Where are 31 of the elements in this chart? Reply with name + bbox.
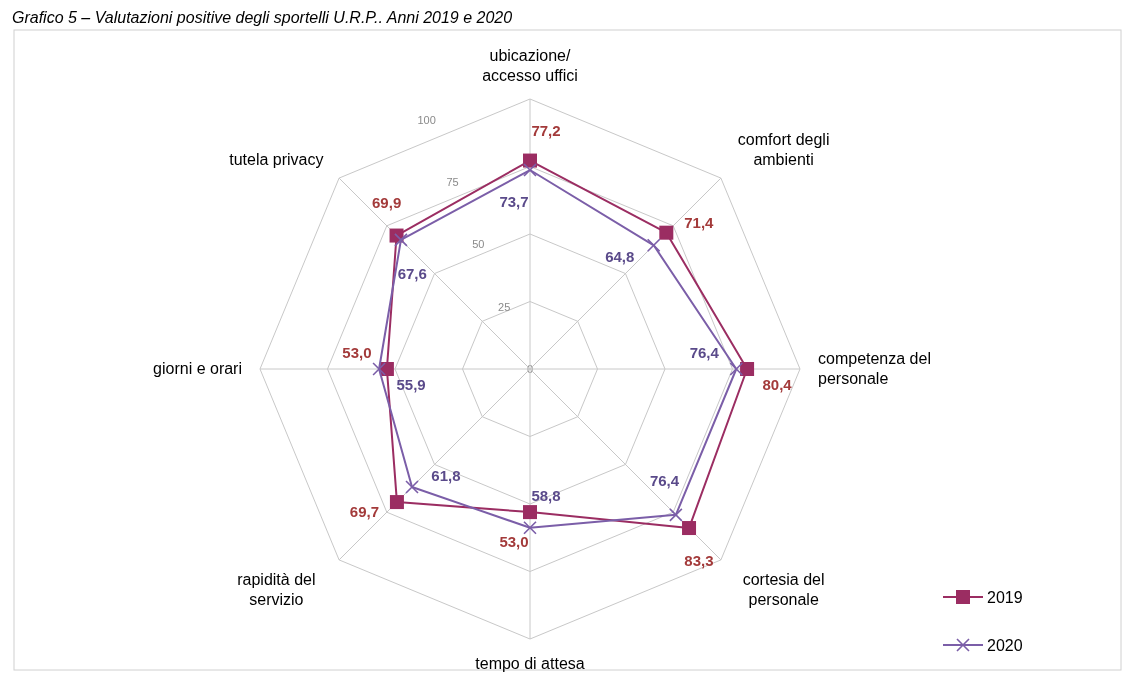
spoke-label: ubicazione/ accesso uffici (482, 47, 578, 84)
y-tick-label: 50 (472, 238, 485, 251)
spoke-label: giorni e orari (153, 360, 242, 377)
data-label: 71,4 (684, 213, 715, 231)
spoke-label: rapidità del servizio (237, 570, 316, 608)
data-label: 76,4 (649, 471, 680, 489)
data-label: 80,4 (762, 376, 793, 393)
legend-label: 2019 (987, 589, 1023, 606)
data-label: 53,0 (342, 344, 372, 361)
data-label: 83,3 (684, 551, 714, 569)
spoke-label: competenza del personale (818, 350, 931, 387)
data-label: 58,8 (531, 486, 561, 504)
data-label: 64,8 (605, 247, 635, 265)
data-label: 76,4 (689, 344, 720, 361)
data-label: 53,0 (499, 533, 529, 551)
y-tick-label: 100 (417, 113, 436, 126)
data-label: 77,2 (531, 121, 561, 139)
spoke-label: comfort degli ambienti (737, 131, 830, 169)
spoke-label: tempo di attesa (475, 655, 585, 672)
data-label: 69,7 (349, 502, 379, 520)
data-label: 73,7 (499, 193, 529, 211)
data-label: 67,6 (397, 264, 427, 282)
data-label: 61,8 (431, 466, 461, 484)
spoke-label: tutela privacy (229, 151, 324, 169)
spoke-label: cortesia del personale (742, 570, 825, 608)
data-label: 69,9 (372, 194, 402, 212)
y-tick-label: 25 (498, 300, 511, 313)
data-label: 55,9 (396, 376, 426, 393)
y-tick-label: 75 (446, 175, 459, 188)
chart-title: Grafico 5 – Valutazioni positive degli sportelli U.R.P.. Anni 2019 e 2020 (12, 9, 513, 26)
legend-label: 2020 (987, 637, 1023, 654)
